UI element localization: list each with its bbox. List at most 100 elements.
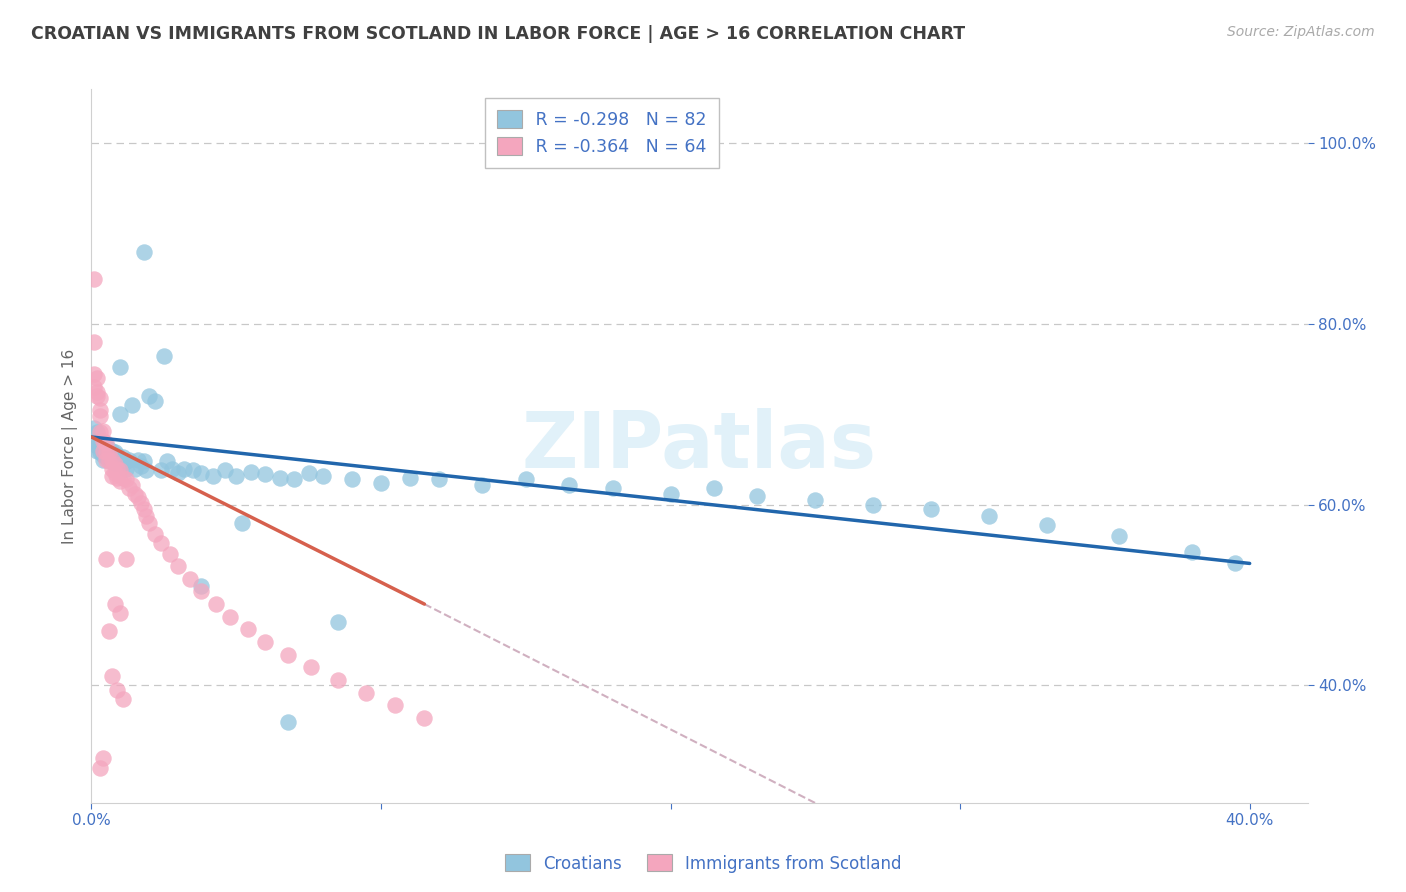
Point: [110, 606, 132, 620]
Point: [91, 424, 114, 438]
Point: [107, 448, 129, 462]
Point: [112, 470, 135, 484]
Point: [301, 660, 323, 674]
Point: [181, 463, 204, 477]
Point: [205, 597, 228, 611]
Point: [370, 476, 392, 491]
Text: ZIPatlas: ZIPatlas: [522, 408, 877, 484]
Text: Source: ZipAtlas.com: Source: ZipAtlas.com: [1227, 25, 1375, 39]
Point: [89, 409, 111, 424]
Point: [703, 482, 725, 496]
Point: [83, 272, 105, 286]
Point: [1181, 544, 1204, 558]
Point: [107, 454, 129, 468]
Point: [659, 487, 682, 501]
Point: [100, 448, 122, 462]
Point: [112, 692, 135, 706]
Legend: Croatians, Immigrants from Scotland: Croatians, Immigrants from Scotland: [498, 847, 908, 880]
Point: [384, 698, 406, 713]
Point: [129, 458, 152, 473]
Point: [121, 398, 143, 412]
Point: [112, 457, 135, 471]
Point: [173, 461, 195, 475]
Point: [121, 478, 143, 492]
Point: [804, 493, 827, 508]
Point: [100, 468, 122, 483]
Point: [89, 762, 111, 776]
Point: [100, 669, 122, 683]
Point: [1036, 517, 1059, 532]
Point: [138, 389, 160, 403]
Point: [118, 482, 141, 496]
Point: [86, 371, 108, 385]
Point: [471, 478, 494, 492]
Point: [602, 482, 624, 496]
Point: [254, 635, 277, 649]
Point: [326, 615, 349, 629]
Point: [269, 470, 291, 484]
Point: [107, 682, 129, 697]
Point: [83, 367, 105, 381]
Point: [103, 456, 125, 470]
Point: [107, 461, 129, 475]
Point: [103, 450, 125, 464]
Point: [97, 445, 120, 459]
Point: [219, 609, 242, 624]
Point: [110, 408, 132, 422]
Point: [340, 472, 363, 486]
Point: [202, 468, 225, 483]
Point: [89, 439, 111, 453]
Point: [86, 389, 108, 403]
Point: [94, 552, 117, 566]
Point: [239, 465, 262, 479]
Point: [124, 461, 146, 475]
Point: [190, 466, 212, 480]
Point: [103, 597, 125, 611]
Point: [97, 452, 120, 467]
Point: [297, 466, 319, 480]
Point: [427, 472, 450, 486]
Point: [115, 552, 138, 566]
Point: [86, 425, 108, 440]
Point: [94, 439, 117, 453]
Point: [91, 442, 114, 456]
Point: [100, 461, 122, 475]
Point: [127, 452, 149, 467]
Point: [977, 508, 1000, 523]
Point: [558, 478, 581, 492]
Point: [399, 470, 422, 484]
Point: [100, 454, 122, 468]
Point: [110, 474, 132, 488]
Point: [124, 487, 146, 501]
Point: [83, 421, 105, 435]
Point: [135, 508, 157, 523]
Point: [91, 448, 114, 462]
Point: [135, 463, 157, 477]
Point: [115, 454, 138, 468]
Point: [89, 425, 111, 440]
Point: [283, 472, 305, 486]
Legend:  R = -0.298   N = 82,  R = -0.364   N = 64: R = -0.298 N = 82, R = -0.364 N = 64: [485, 98, 718, 169]
Point: [94, 452, 117, 467]
Point: [159, 548, 181, 562]
Point: [97, 442, 120, 456]
Point: [83, 434, 105, 449]
Point: [179, 572, 201, 586]
Point: [97, 446, 120, 460]
Point: [190, 583, 212, 598]
Point: [94, 445, 117, 459]
Point: [312, 468, 335, 483]
Point: [83, 380, 105, 394]
Point: [91, 436, 114, 450]
Point: [277, 714, 299, 729]
Point: [91, 750, 114, 764]
Point: [231, 516, 253, 530]
Point: [100, 452, 122, 467]
Point: [115, 461, 138, 475]
Point: [129, 496, 152, 510]
Point: [190, 579, 212, 593]
Point: [83, 335, 105, 350]
Point: [356, 685, 378, 699]
Point: [91, 434, 114, 449]
Point: [86, 443, 108, 458]
